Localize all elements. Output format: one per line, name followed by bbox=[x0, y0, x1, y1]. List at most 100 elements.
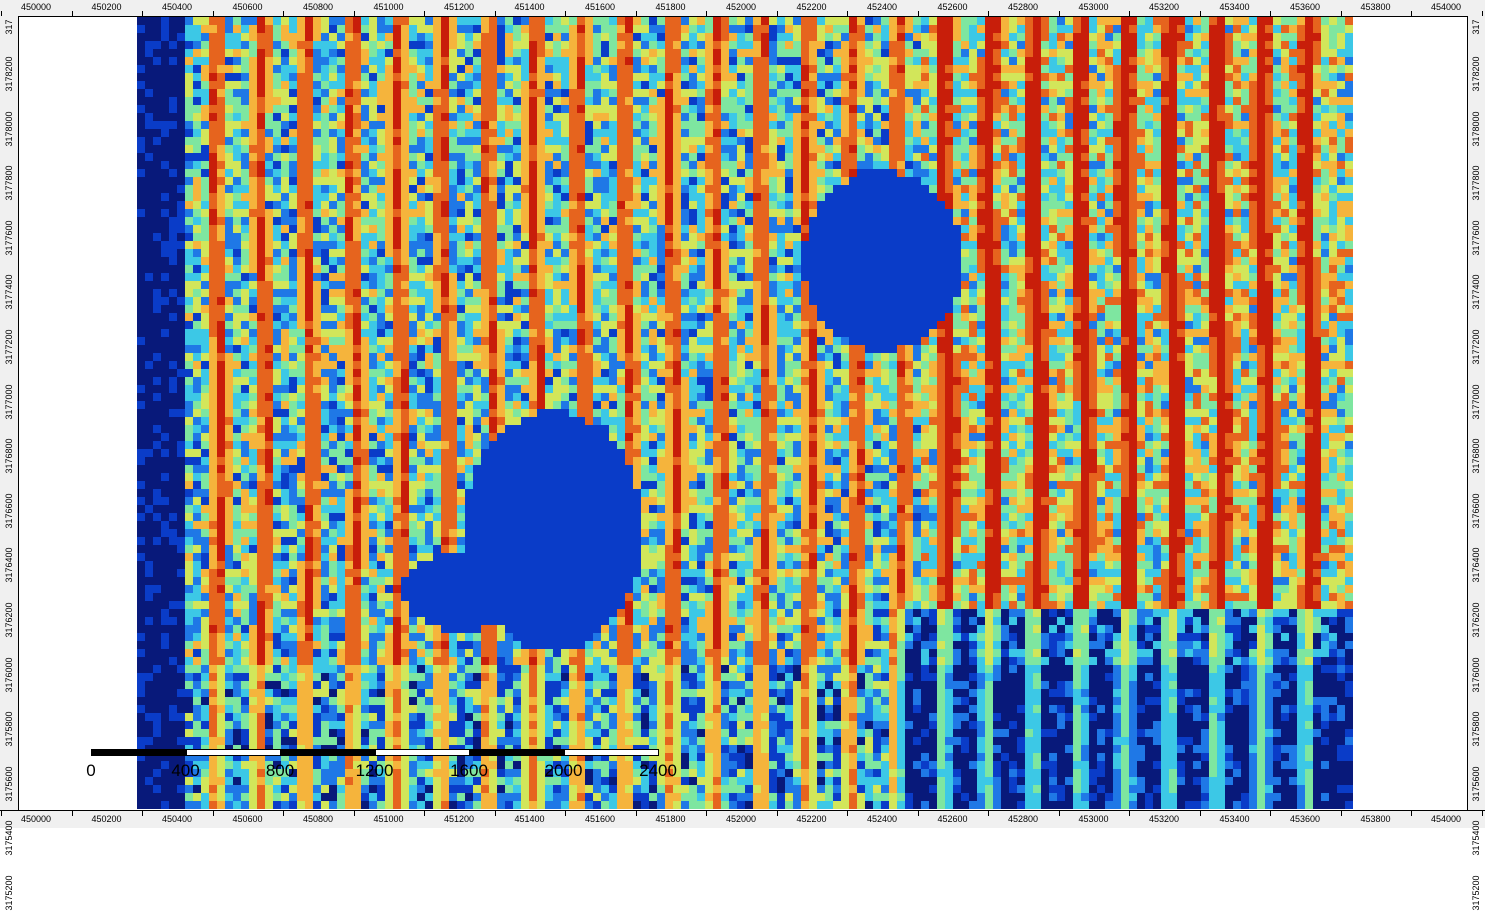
x-tick-label-top: 451800 bbox=[655, 2, 685, 12]
raster-layer bbox=[19, 17, 1467, 809]
x-tick-label-top: 453000 bbox=[1078, 2, 1108, 12]
x-tick-label-top: 452000 bbox=[726, 2, 756, 12]
x-tick-mark bbox=[72, 811, 73, 816]
scale-bar-label: 1600 bbox=[450, 761, 488, 781]
x-tick-label-top: 451200 bbox=[444, 2, 474, 12]
x-tick-label-bot: 450800 bbox=[303, 814, 333, 824]
scale-bar-label: 0 bbox=[86, 761, 95, 781]
y-tick-label-left: 3176600 bbox=[4, 486, 14, 536]
x-tick-label-top: 450000 bbox=[21, 2, 51, 12]
x-tick-mark bbox=[1341, 811, 1342, 816]
x-tick-label-bot: 452200 bbox=[796, 814, 826, 824]
y-tick-label-left: 3177600 bbox=[4, 213, 14, 263]
x-tick-label-top: 450400 bbox=[162, 2, 192, 12]
x-tick-mark bbox=[565, 811, 566, 816]
x-tick-label-bot: 450600 bbox=[232, 814, 262, 824]
x-tick-label-top: 450200 bbox=[91, 2, 121, 12]
x-tick-label-bot: 453200 bbox=[1149, 814, 1179, 824]
y-tick-label-left: 3176400 bbox=[4, 540, 14, 590]
y-tick-label-left: 3178000 bbox=[4, 104, 14, 154]
y-tick-label-right: 3176600 bbox=[1471, 486, 1481, 536]
x-tick-mark bbox=[636, 811, 637, 816]
x-tick-mark bbox=[495, 11, 496, 16]
x-tick-label-top: 452600 bbox=[937, 2, 967, 12]
scale-bar-label: 400 bbox=[171, 761, 199, 781]
scale-bar-segment bbox=[186, 749, 282, 756]
x-tick-mark bbox=[354, 11, 355, 16]
scale-bar-label: 1200 bbox=[356, 761, 394, 781]
x-tick-label-top: 453200 bbox=[1149, 2, 1179, 12]
x-tick-mark bbox=[1482, 811, 1483, 816]
x-tick-label-top: 452200 bbox=[796, 2, 826, 12]
y-tick-label-right: 3175200 bbox=[1471, 868, 1481, 918]
x-tick-label-top: 450600 bbox=[232, 2, 262, 12]
x-tick-mark bbox=[847, 811, 848, 816]
x-tick-mark bbox=[777, 811, 778, 816]
x-tick-label-bot: 453000 bbox=[1078, 814, 1108, 824]
x-tick-mark bbox=[424, 11, 425, 16]
x-tick-label-bot: 450400 bbox=[162, 814, 192, 824]
x-tick-mark bbox=[283, 11, 284, 16]
x-tick-label-bot: 452800 bbox=[1008, 814, 1038, 824]
x-tick-mark bbox=[1200, 11, 1201, 16]
y-tick-label-left: 3177400 bbox=[4, 267, 14, 317]
y-tick-label-left: 3177800 bbox=[4, 158, 14, 208]
x-tick-mark bbox=[1059, 11, 1060, 16]
scale-bar-segment bbox=[375, 749, 471, 756]
y-tick-label-left: 3176800 bbox=[4, 431, 14, 481]
x-tick-mark bbox=[1, 811, 2, 816]
y-tick-label-left: 3175800 bbox=[4, 704, 14, 754]
x-tick-mark bbox=[424, 811, 425, 816]
x-tick-mark bbox=[636, 11, 637, 16]
x-tick-label-bot: 453600 bbox=[1290, 814, 1320, 824]
x-tick-label-top: 451000 bbox=[373, 2, 403, 12]
x-tick-label-bot: 451600 bbox=[585, 814, 615, 824]
y-tick-label-left: 3175600 bbox=[4, 759, 14, 809]
scale-bar-segment bbox=[280, 749, 376, 756]
x-tick-mark bbox=[918, 811, 919, 816]
x-tick-label-top: 450800 bbox=[303, 2, 333, 12]
x-tick-mark bbox=[1059, 811, 1060, 816]
x-tick-mark bbox=[1270, 11, 1271, 16]
y-tick-label-right: 3175600 bbox=[1471, 759, 1481, 809]
x-tick-mark bbox=[1129, 11, 1130, 16]
x-tick-label-bot: 452400 bbox=[867, 814, 897, 824]
x-tick-mark bbox=[213, 11, 214, 16]
y-tick-label-right: 3176400 bbox=[1471, 540, 1481, 590]
y-tick-label-right: 3178200 bbox=[1471, 49, 1481, 99]
y-tick-label-right: 3175400 bbox=[1471, 813, 1481, 863]
y-tick-label-right: 3177200 bbox=[1471, 322, 1481, 372]
x-tick-label-bot: 453800 bbox=[1360, 814, 1390, 824]
x-tick-label-top: 452400 bbox=[867, 2, 897, 12]
y-tick-label-right: 3175800 bbox=[1471, 704, 1481, 754]
scale-bar-label: 2000 bbox=[545, 761, 583, 781]
scale-bar-label: 2400 bbox=[639, 761, 677, 781]
x-tick-mark bbox=[988, 11, 989, 16]
map-canvas[interactable] bbox=[19, 17, 1467, 809]
x-tick-mark bbox=[142, 811, 143, 816]
x-tick-label-bot: 452000 bbox=[726, 814, 756, 824]
y-tick-label-right: 3176200 bbox=[1471, 595, 1481, 645]
scale-bar-segment bbox=[564, 749, 660, 756]
x-tick-label-bot: 453400 bbox=[1219, 814, 1249, 824]
y-tick-label-right: 3177000 bbox=[1471, 377, 1481, 427]
x-tick-label-bot: 451000 bbox=[373, 814, 403, 824]
x-tick-mark bbox=[706, 811, 707, 816]
x-tick-mark bbox=[1129, 811, 1130, 816]
x-tick-mark bbox=[565, 11, 566, 16]
x-tick-label-bot: 451400 bbox=[514, 814, 544, 824]
scale-bar-label: 800 bbox=[266, 761, 294, 781]
x-tick-label-bot: 454000 bbox=[1431, 814, 1461, 824]
y-tick-label-right: 3178000 bbox=[1471, 104, 1481, 154]
x-tick-mark bbox=[283, 811, 284, 816]
scale-bar-segment bbox=[469, 749, 565, 756]
y-tick-label-left: 3178200 bbox=[4, 49, 14, 99]
x-tick-label-bot: 451200 bbox=[444, 814, 474, 824]
x-tick-mark bbox=[1341, 11, 1342, 16]
x-tick-label-top: 453600 bbox=[1290, 2, 1320, 12]
x-tick-mark bbox=[988, 811, 989, 816]
y-tick-label-left: 3176000 bbox=[4, 650, 14, 700]
x-tick-label-top: 452800 bbox=[1008, 2, 1038, 12]
x-tick-mark bbox=[354, 811, 355, 816]
